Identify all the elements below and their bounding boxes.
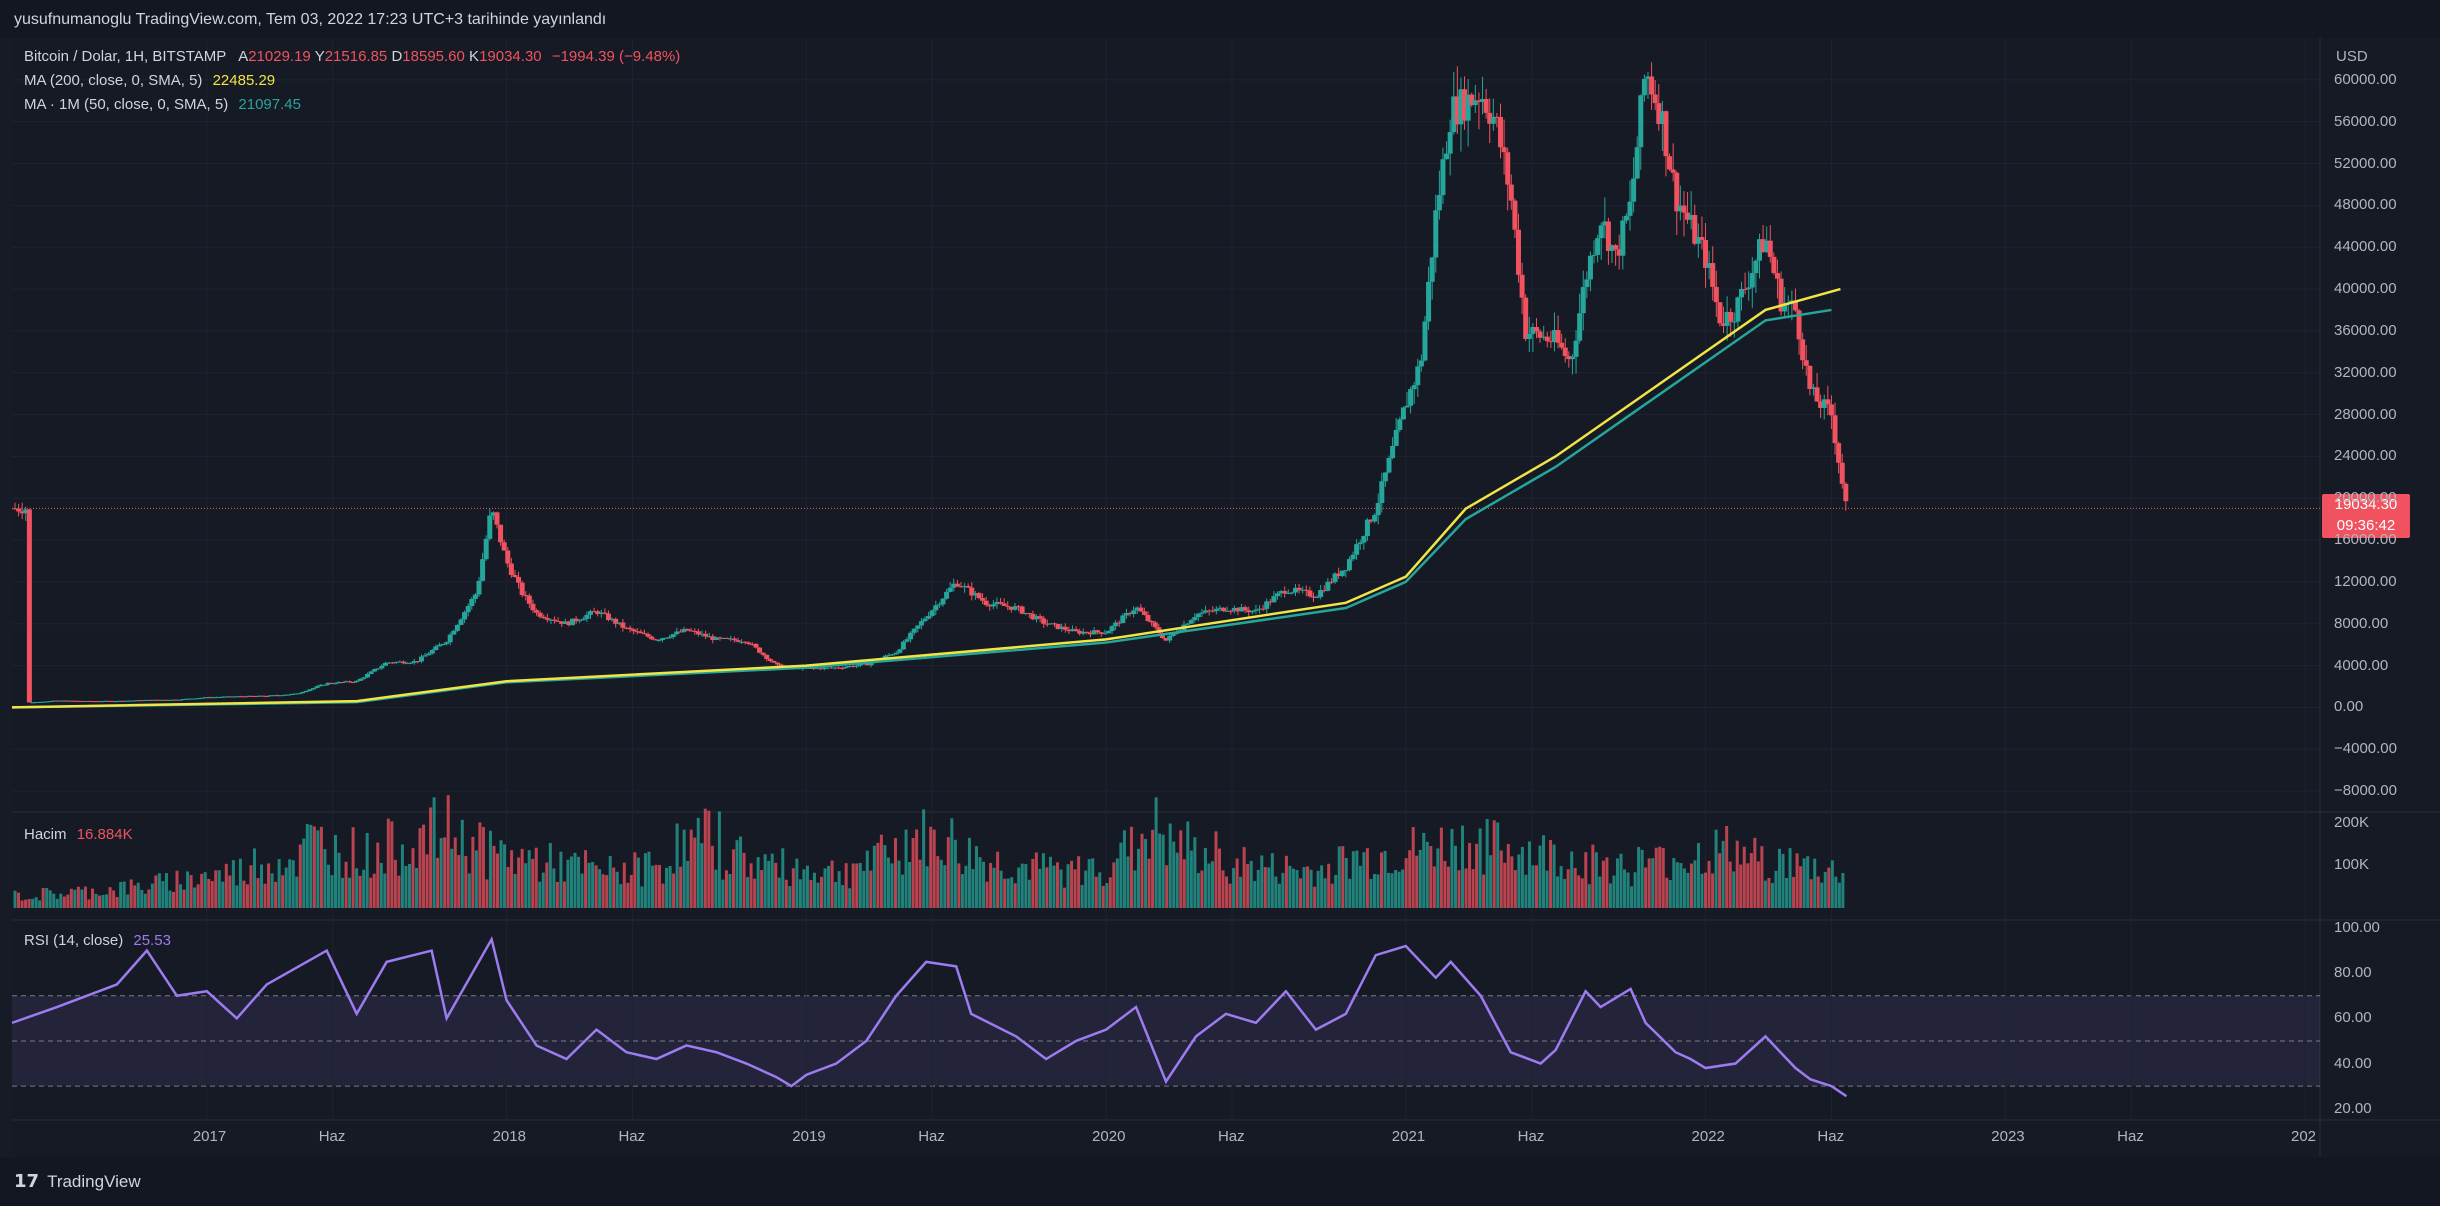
symbol-label: Bitcoin / Dolar, 1H, BITSTAMP [24, 48, 227, 65]
close-label: K [469, 48, 480, 65]
price-tick-label: 52000.00 [2334, 154, 2397, 172]
time-tick-label: Haz [2117, 1128, 2144, 1145]
bar-countdown: 09:36:42 [2336, 517, 2396, 534]
price-tick-label: 8000.00 [2334, 614, 2389, 632]
tradingview-logo[interactable]: 𝟭𝟳 TradingView [14, 1171, 141, 1192]
price-tick-label: 40000.00 [2334, 280, 2397, 298]
ma50-legend: MA · 1M (50, close, 0, SMA, 5) 21097.45 [24, 96, 301, 113]
rsi-value: 25.53 [133, 932, 171, 949]
ma200-value: 22485.29 [212, 72, 276, 89]
high-label: Y [314, 48, 325, 65]
brand-name: TradingView [47, 1171, 141, 1191]
time-tick-label: Haz [918, 1128, 945, 1145]
price-tick-label: 12000.00 [2334, 572, 2397, 590]
ma50-value: 21097.45 [238, 96, 301, 113]
rsi-tick-label: 20.00 [2334, 1099, 2372, 1117]
open-value: 21029.19 [248, 48, 311, 65]
rsi-tick-label: 80.00 [2334, 964, 2372, 982]
price-unit: USD [2336, 48, 2368, 65]
time-tick-label: 2022 [1691, 1128, 1725, 1145]
low-value: 18595.60 [402, 48, 465, 65]
price-tick-label: 44000.00 [2334, 238, 2397, 256]
title-bar: yusufnumanoglu TradingView.com, Tem 03, … [0, 0, 2440, 38]
ma200-label: MA (200, close, 0, SMA, 5) [24, 72, 203, 89]
price-tick-label: 28000.00 [2334, 405, 2397, 423]
price-tick-label: 20000.00 [2334, 489, 2397, 507]
time-tick-label: Haz [1217, 1128, 1245, 1145]
publish-info: yusufnumanoglu TradingView.com, Tem 03, … [14, 11, 607, 28]
time-tick-label: 2018 [492, 1128, 526, 1145]
price-tick-label: 0.00 [2334, 698, 2364, 716]
ma50-label: MA · 1M (50, close, 0, SMA, 5) [24, 96, 229, 113]
high-value: 21516.85 [324, 48, 388, 65]
time-tick-label: 202 [2291, 1128, 2317, 1145]
low-label: D [391, 48, 403, 65]
time-tick-label: 2021 [1391, 1128, 1426, 1145]
ma200-legend: MA (200, close, 0, SMA, 5) 22485.29 [24, 72, 275, 89]
time-tick-label: 2017 [192, 1128, 227, 1145]
price-tick-label: 56000.00 [2334, 112, 2397, 130]
volume-legend: Hacim 16.884K [24, 826, 133, 843]
time-tick-label: 2020 [1092, 1128, 1126, 1145]
price-tick-label: 4000.00 [2334, 656, 2389, 674]
price-tick-label: 36000.00 [2334, 321, 2397, 339]
price-tick-label: 24000.00 [2334, 447, 2397, 465]
open-label: A [238, 48, 249, 65]
price-tick-label: 48000.00 [2334, 196, 2397, 214]
time-tick-label: 2019 [792, 1128, 826, 1145]
price-tick-label: −4000.00 [2334, 740, 2397, 758]
time-tick-label: Haz [1817, 1128, 1845, 1145]
rsi-tick-label: 40.00 [2334, 1054, 2372, 1072]
rsi-tick-label: 60.00 [2334, 1009, 2372, 1027]
volume-tick-label: 100K [2334, 856, 2370, 874]
main-legend: Bitcoin / Dolar, 1H, BITSTAMP A21029.19 … [24, 48, 680, 65]
time-tick-label: Haz [1517, 1128, 1545, 1145]
price-tick-label: 60000.00 [2334, 70, 2397, 88]
time-tick-label: 2023 [1991, 1128, 2025, 1145]
price-tick-label: 16000.00 [2334, 531, 2397, 549]
tradingview-logo-icon: 𝟭𝟳 [14, 1171, 40, 1191]
price-tick-label: −8000.00 [2334, 782, 2397, 800]
rsi-tick-label: 100.00 [2334, 919, 2380, 936]
time-tick-label: Haz [318, 1128, 346, 1145]
rsi-legend: RSI (14, close) 25.53 [24, 932, 171, 949]
price-tick-label: 32000.00 [2334, 363, 2397, 381]
volume-value: 16.884K [76, 826, 133, 843]
change-value: −1994.39 (−9.48%) [551, 48, 681, 65]
volume-label: Hacim [24, 826, 67, 843]
rsi-label: RSI (14, close) [24, 932, 124, 949]
volume-tick-label: 200K [2334, 813, 2370, 831]
last-price-tag: 19034.30 09:36:42 [2322, 494, 2410, 538]
time-tick-label: Haz [618, 1128, 646, 1145]
chart-area[interactable] [12, 38, 2332, 1157]
price-axis-area[interactable] [2320, 38, 2440, 1157]
close-value: 19034.30 [479, 48, 542, 65]
footer: 𝟭𝟳 TradingView [0, 1157, 2440, 1206]
last-price: 19034.30 [2334, 496, 2398, 513]
